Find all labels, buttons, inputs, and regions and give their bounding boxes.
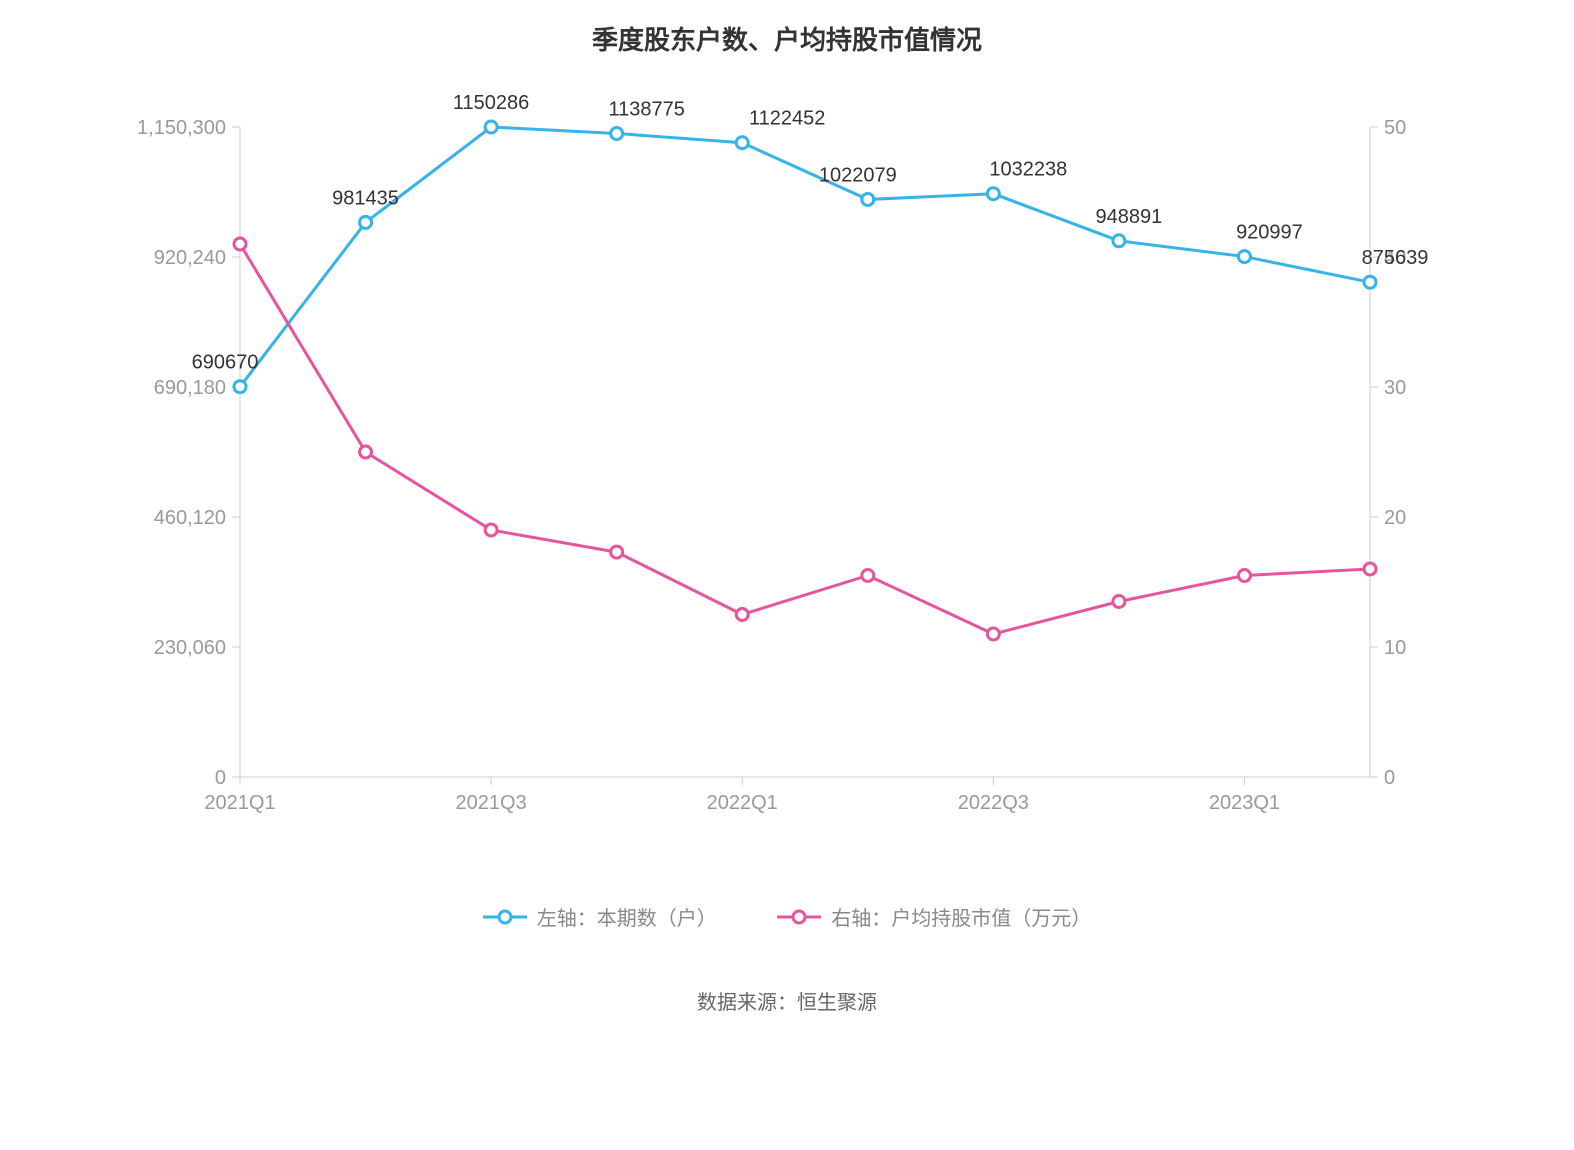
y-left-tick-label: 230,060 [154,637,226,659]
x-tick-label: 2022Q3 [958,792,1029,814]
series-line-shareholders [240,127,1370,387]
series-marker-avg_value[interactable] [611,546,623,558]
x-tick-label: 2021Q1 [204,792,275,814]
series-marker-avg_value[interactable] [1113,596,1125,608]
series-marker-shareholders[interactable] [736,137,748,149]
y-right-tick-label: 0 [1384,767,1395,789]
series-marker-avg_value[interactable] [736,609,748,621]
chart-svg: 0 230,060 460,120 690,180 920,240 1,150,300 0 1… [120,57,1440,837]
series-marker-shareholders[interactable] [485,121,497,133]
legend-label-avg-value: 右轴：户均持股市值（万元） [831,902,1091,931]
series-marker-shareholders[interactable] [862,193,874,205]
y-left-tick-label: 460,120 [154,507,226,529]
series-marker-shareholders[interactable] [1113,235,1125,247]
series-marker-shareholders[interactable] [1238,251,1250,263]
series-marker-shareholders[interactable] [987,188,999,200]
x-tick-label: 2021Q3 [456,792,527,814]
legend-item-shareholders[interactable]: 左轴：本期数（户） [483,902,717,931]
y-right-tick-label: 10 [1384,637,1406,659]
y-left-tick-label: 690,180 [154,377,226,399]
y-right-tick-label: 20 [1384,507,1406,529]
series-datalabel-shareholders: 948891 [1096,206,1163,228]
series-marker-avg_value[interactable] [485,524,497,536]
series-datalabel-shareholders: 1138775 [608,99,684,121]
footer-source: 数据来源：恒生聚源 [120,986,1454,1015]
y-right-tick-label: 30 [1384,377,1406,399]
series-marker-avg_value[interactable] [862,570,874,582]
legend-swatch-shareholders [483,909,527,925]
series-marker-avg_value[interactable] [1238,570,1250,582]
legend-item-avg-value[interactable]: 右轴：户均持股市值（万元） [777,902,1091,931]
y-left-tick-label: 1,150,300 [137,117,226,139]
y-right-tick-label: 50 [1384,117,1406,139]
series-datalabel-shareholders: 1122452 [749,108,825,130]
series-datalabel-shareholders: 875639 [1362,247,1429,269]
series-marker-avg_value[interactable] [360,446,372,458]
series-datalabel-shareholders: 690670 [192,352,259,374]
legend-marker-icon [793,911,805,923]
chart-title: 季度股东户数、户均持股市值情况 [120,20,1454,57]
chart-container: 季度股东户数、户均持股市值情况 0 230,060 460,120 690,180 92… [0,0,1574,1150]
legend-marker-icon [499,911,511,923]
series-datalabel-shareholders: 920997 [1236,222,1303,244]
y-left-tick-label: 0 [215,767,226,789]
y-left-tick-label: 920,240 [154,247,226,269]
series-datalabel-shareholders: 981435 [332,187,399,209]
series-marker-shareholders[interactable] [360,216,372,228]
series-marker-avg_value[interactable] [987,628,999,640]
legend: 左轴：本期数（户） 右轴：户均持股市值（万元） [120,902,1454,931]
series-marker-shareholders[interactable] [611,128,623,140]
chart-area: 0 230,060 460,120 690,180 920,240 1,150,300 0 1… [120,57,1454,842]
legend-swatch-avg-value [777,909,821,925]
series-marker-shareholders[interactable] [1364,276,1376,288]
series-datalabel-shareholders: 1150286 [453,92,529,114]
legend-label-shareholders: 左轴：本期数（户） [537,902,717,931]
series-marker-shareholders[interactable] [234,381,246,393]
series-datalabel-shareholders: 1022079 [819,164,897,186]
series-marker-avg_value[interactable] [234,238,246,250]
series-datalabel-shareholders: 1032238 [989,159,1067,181]
series-line-avg_value [240,244,1370,634]
x-tick-label: 2022Q1 [707,792,778,814]
x-tick-label: 2023Q1 [1209,792,1280,814]
series-marker-avg_value[interactable] [1364,563,1376,575]
